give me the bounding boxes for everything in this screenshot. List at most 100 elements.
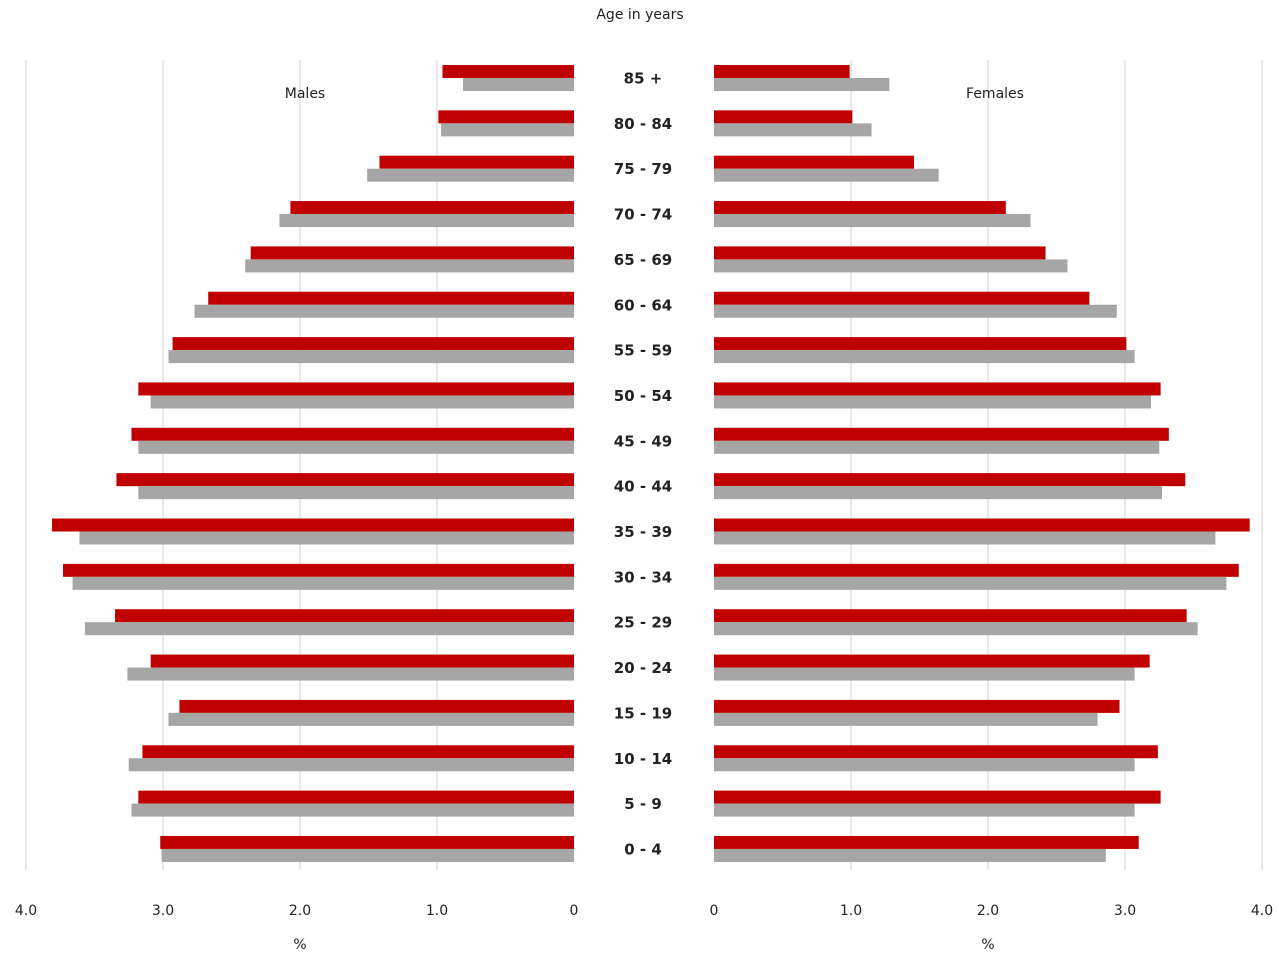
bar — [714, 576, 1227, 590]
x-tick-label: 4.0 — [1251, 903, 1273, 919]
panel-label: Males — [285, 86, 325, 102]
category-label: 35 - 39 — [614, 523, 672, 541]
bar — [714, 790, 1161, 804]
x-tick-label: 3.0 — [152, 903, 174, 919]
category-label: 25 - 29 — [614, 614, 672, 632]
bar — [714, 110, 853, 124]
bar — [138, 440, 574, 454]
chart-title: Age in years — [596, 7, 683, 23]
bar — [131, 803, 575, 817]
panel-label: Females — [966, 86, 1024, 102]
x-tick-label: 2.0 — [977, 903, 999, 919]
bar — [138, 382, 574, 396]
bar — [161, 848, 574, 862]
bar — [62, 563, 575, 577]
bar — [79, 531, 575, 545]
bar — [714, 246, 1046, 260]
bar — [442, 65, 574, 78]
bar — [150, 654, 575, 668]
bar — [72, 576, 574, 590]
bar — [150, 395, 575, 409]
category-label: 15 - 19 — [614, 704, 672, 722]
category-label: 5 - 9 — [624, 795, 662, 813]
bar — [714, 259, 1068, 273]
bar — [250, 246, 574, 260]
bar — [714, 803, 1135, 817]
bar — [714, 712, 1098, 726]
x-tick-label: 2.0 — [289, 903, 311, 919]
bar — [438, 110, 574, 124]
category-label: 85 + — [624, 70, 663, 88]
bar — [714, 427, 1169, 441]
bar — [714, 78, 890, 91]
bar — [116, 473, 575, 487]
bar — [714, 473, 1186, 487]
bar — [714, 168, 939, 182]
bar — [714, 214, 1031, 228]
bar — [714, 758, 1135, 772]
x-tick-label: 4.0 — [15, 903, 37, 919]
bar — [245, 259, 574, 273]
x-tick-label: 3.0 — [1114, 903, 1136, 919]
bar — [179, 699, 574, 713]
bar — [714, 654, 1150, 668]
bar — [463, 78, 574, 91]
bar — [714, 337, 1127, 351]
category-label: 75 - 79 — [614, 160, 672, 178]
bar — [714, 745, 1158, 759]
bar — [128, 758, 574, 772]
bar — [290, 201, 574, 215]
x-tick-label: 1.0 — [426, 903, 448, 919]
category-label: 45 - 49 — [614, 432, 672, 450]
x-axis-label: % — [981, 937, 994, 953]
bar — [714, 609, 1187, 623]
category-label: 55 - 59 — [614, 342, 672, 360]
bar — [367, 168, 574, 182]
bar — [714, 291, 1090, 305]
bar — [714, 201, 1006, 215]
bar — [115, 609, 575, 623]
category-label: 60 - 64 — [614, 296, 672, 314]
bar — [52, 518, 574, 532]
bar — [168, 350, 575, 364]
bar — [127, 667, 574, 681]
bar — [279, 214, 574, 228]
bar — [160, 835, 574, 849]
category-label: 65 - 69 — [614, 251, 672, 269]
bar — [714, 848, 1106, 862]
bar — [142, 745, 574, 759]
bar — [714, 440, 1160, 454]
bar — [379, 155, 574, 169]
bar — [714, 123, 872, 137]
bar — [441, 123, 574, 137]
category-label: 70 - 74 — [614, 206, 672, 224]
bar — [208, 291, 574, 305]
bar — [714, 486, 1162, 500]
category-label: 30 - 34 — [614, 568, 672, 586]
bar — [714, 395, 1152, 409]
bar — [714, 563, 1239, 577]
bar — [84, 622, 574, 636]
category-label: 10 - 14 — [614, 750, 672, 768]
bar — [714, 667, 1135, 681]
bar — [714, 518, 1250, 532]
bar — [172, 337, 574, 351]
bar — [714, 622, 1198, 636]
x-tick-label: 0 — [710, 903, 719, 919]
category-label: 0 - 4 — [624, 840, 662, 858]
bar — [131, 427, 575, 441]
category-label: 50 - 54 — [614, 387, 672, 405]
category-label: 80 - 84 — [614, 115, 672, 133]
x-axis-label: % — [293, 937, 306, 953]
bar — [138, 790, 574, 804]
bar — [714, 699, 1120, 713]
bar — [168, 712, 575, 726]
bar — [714, 382, 1161, 396]
x-tick-label: 1.0 — [840, 903, 862, 919]
bar — [714, 350, 1135, 364]
bar — [714, 65, 850, 78]
bar — [714, 155, 915, 169]
category-label: 40 - 44 — [614, 478, 672, 496]
x-tick-label: 0 — [570, 903, 579, 919]
